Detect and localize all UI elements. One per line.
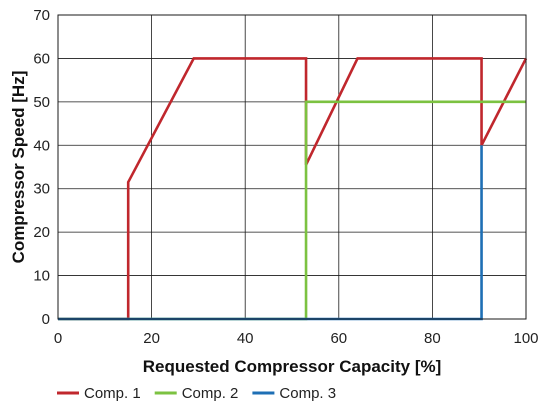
legend-label: Comp. 1 (84, 385, 141, 402)
x-tick-label: 40 (237, 330, 254, 347)
x-tick-label: 0 (54, 330, 62, 347)
y-tick-label: 50 (33, 94, 50, 111)
y-tick-label: 0 (42, 311, 50, 328)
x-axis-ticks: 0 20 40 60 80 100 (54, 330, 539, 347)
y-tick-label: 60 (33, 50, 50, 67)
legend-label: Comp. 2 (182, 385, 239, 402)
y-tick-label: 10 (33, 268, 50, 285)
legend: Comp. 1 Comp. 2 Comp. 3 (57, 385, 336, 402)
y-axis-label: Compressor Speed [Hz] (9, 71, 28, 264)
legend-item-comp-1: Comp. 1 (57, 385, 141, 402)
y-tick-label: 70 (33, 7, 50, 24)
x-tick-label: 80 (424, 330, 441, 347)
y-tick-label: 20 (33, 224, 50, 241)
plot-frame (57, 14, 527, 320)
legend-label: Comp. 3 (279, 385, 336, 402)
legend-item-comp-2: Comp. 2 (154, 385, 239, 402)
y-tick-label: 30 (33, 181, 50, 198)
y-tick-label: 40 (33, 137, 50, 154)
x-tick-label: 100 (513, 330, 538, 347)
x-tick-label: 20 (143, 330, 160, 347)
x-tick-label: 60 (330, 330, 347, 347)
x-axis-label: Requested Compressor Capacity [%] (143, 357, 442, 376)
y-axis-ticks: 0 10 20 30 40 50 60 70 (33, 7, 50, 328)
legend-item-comp-3: Comp. 3 (252, 385, 336, 402)
